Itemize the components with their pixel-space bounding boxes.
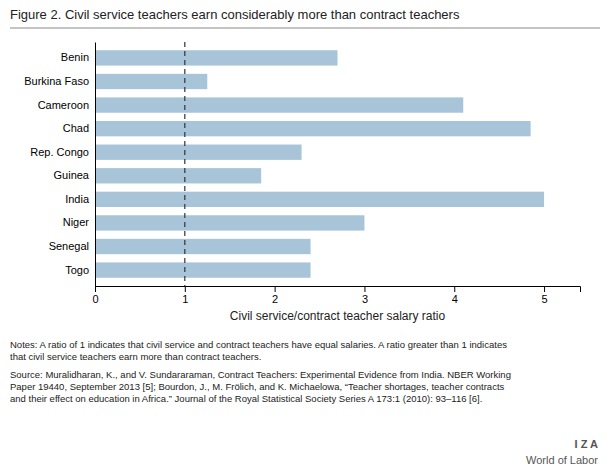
tick-mark (364, 286, 365, 292)
title: Figure 2. Civil service teachers earn co… (10, 7, 460, 22)
reference-line (184, 42, 185, 286)
bar (95, 145, 302, 160)
tick-label: Senegal (49, 240, 89, 252)
annotation: World of Labor (526, 454, 598, 466)
annotation: Notes: A ratio of 1 indicates that civil… (10, 339, 507, 362)
axis-line (95, 43, 96, 287)
annotation-line: I Z A (575, 438, 598, 450)
tick-label: Togo (65, 264, 89, 276)
bar (95, 192, 544, 207)
tick: 2 (272, 286, 278, 305)
tick-mark (95, 286, 96, 292)
tick: 5 (542, 286, 548, 305)
tick: Senegal (49, 240, 95, 252)
tick-mark (275, 286, 276, 292)
tick: 1 (182, 286, 188, 305)
tick: Guinea (54, 169, 95, 181)
tick-mark (185, 286, 186, 292)
annotation: I Z A (575, 438, 598, 450)
tick-label: 5 (542, 293, 548, 305)
tick-label: 3 (362, 293, 368, 305)
tick: India (65, 193, 95, 205)
tick-label: India (65, 193, 90, 205)
tick-label: 0 (92, 293, 98, 305)
tick: Togo (65, 264, 95, 276)
tick-label: Niger (63, 216, 90, 228)
tick-label: Chad (63, 122, 89, 134)
tick-label: Guinea (54, 169, 90, 181)
tick: Burkina Faso (24, 75, 95, 87)
bar (95, 168, 261, 183)
bar (95, 121, 531, 136)
annotation: Source: Muralidharan, K., and V. Sundara… (10, 369, 511, 404)
bar (95, 50, 338, 65)
annotation-line: Paper 19440, September 2013 [5]; Bourdon… (10, 381, 505, 392)
tick: 3 (362, 286, 368, 305)
tick-mark (454, 286, 455, 292)
tick-label: Burkina Faso (24, 75, 89, 87)
tick: Cameroon (38, 99, 95, 111)
title-rule (10, 28, 600, 29)
bar (95, 239, 311, 254)
category-axis: Togo Senegal Niger India Guinea Rep. Congo Cha… (24, 43, 95, 287)
tick: Niger (63, 216, 95, 228)
tick: Benin (61, 51, 95, 63)
tick-label: 2 (272, 293, 278, 305)
tick-mark (544, 286, 545, 292)
annotation-line: World of Labor (526, 454, 598, 466)
tick-label: 4 (452, 293, 458, 305)
axis-line (96, 287, 581, 293)
tick-label: Rep. Congo (30, 146, 89, 158)
axis-label: Civil service/contract teacher salary ra… (230, 309, 446, 323)
tick: Rep. Congo (30, 146, 95, 158)
bar (95, 74, 207, 89)
bar (95, 262, 311, 277)
annotation-line: that civil service teachers earn more th… (10, 351, 261, 362)
tick: 4 (452, 286, 458, 305)
tick-label: Benin (61, 51, 89, 63)
bar (95, 215, 364, 230)
chart-svg: Figure 2. Civil service teachers earn co… (0, 0, 610, 476)
annotation-line: and their effect on education in Africa.… (10, 393, 482, 404)
tick-label: 1 (182, 293, 188, 305)
chart-container: Figure 2. Civil service teachers earn co… (0, 0, 610, 476)
tick: 0 (92, 286, 98, 305)
annotation-line: Notes: A ratio of 1 indicates that civil… (10, 339, 507, 350)
value-axis: 0 1 2 3 4 5 (92, 286, 580, 305)
tick: Chad (63, 122, 95, 134)
bar (95, 97, 463, 112)
annotation-line: Source: Muralidharan, K., and V. Sundara… (10, 369, 511, 380)
tick-label: Cameroon (38, 99, 89, 111)
plot-area (95, 42, 544, 286)
